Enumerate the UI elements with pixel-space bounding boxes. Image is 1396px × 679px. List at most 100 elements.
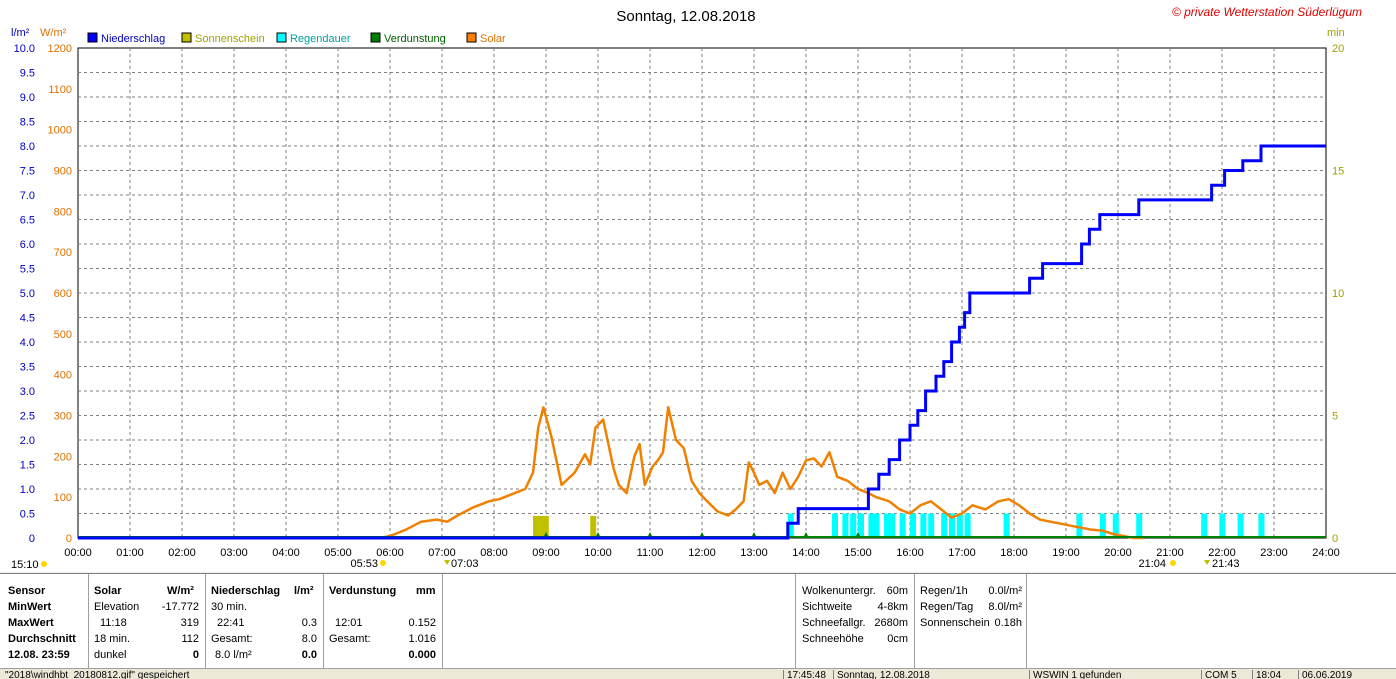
y-left1-tick-label: 1.5 xyxy=(20,460,35,472)
x-tick-label: 15:00 xyxy=(844,547,872,559)
evap-now-value: 0.000 xyxy=(408,649,436,661)
rain-duration-bar xyxy=(1099,513,1106,538)
sunset-label: 21:04 xyxy=(1138,558,1166,570)
y-left2-tick-label: 400 xyxy=(54,370,72,382)
extra2-value-2: 0.18h xyxy=(994,617,1022,629)
y-left2-tick-label: 1200 xyxy=(48,43,72,55)
rain-duration-bar xyxy=(1258,513,1265,538)
rain-duration-bar xyxy=(1112,513,1119,538)
legend-label: Solar xyxy=(480,33,506,45)
extra1-label-2: Schneefallgr. xyxy=(802,617,866,629)
y-left2-tick-label: 800 xyxy=(54,206,72,218)
sensor-row-avg: Durchschnitt xyxy=(8,633,76,645)
sunshine-bar xyxy=(590,515,597,538)
y-right-tick-label: 5 xyxy=(1332,411,1338,423)
evap-column: Verdunstung mm 12:01 0.152 Gesamt: 1.016… xyxy=(324,574,443,668)
y-left1-tick-label: 8.5 xyxy=(20,117,35,129)
solar-column: Solar W/m² Elevation -17.772 11:18 319 1… xyxy=(89,574,206,668)
y-right-tick-label: 10 xyxy=(1332,288,1344,300)
x-tick-label: 17:00 xyxy=(948,547,976,559)
evaporation-marker xyxy=(699,532,705,537)
rain-duration-bar xyxy=(1219,513,1226,538)
y-left2-tick-label: 0 xyxy=(66,533,72,545)
solar-line xyxy=(379,406,1144,540)
sunset-icon xyxy=(1170,560,1176,566)
y-left2-tick-label: 1000 xyxy=(48,125,72,137)
evap-total-label: Gesamt: xyxy=(329,633,371,645)
solar-header: Solar xyxy=(94,585,122,597)
extra2-column: Regen/1h 0.0l/m² Regen/Tag 8.0l/m² Sonne… xyxy=(914,574,1027,668)
precip-min-label: 30 min. xyxy=(211,601,248,613)
solar-unit: W/m² xyxy=(167,585,194,597)
status-date: Sonntag, 12.08.2018 xyxy=(833,670,1027,679)
x-tick-label: 10:00 xyxy=(584,547,612,559)
precip-max-label: 22:41 xyxy=(217,617,245,629)
evap-max-label: 12:01 xyxy=(335,617,363,629)
y-left1-unit: l/m² xyxy=(11,27,30,39)
x-tick-label: 19:00 xyxy=(1052,547,1080,559)
evaporation-marker xyxy=(543,532,549,537)
sunrise-icon xyxy=(380,560,386,566)
evap-header: Verdunstung xyxy=(329,585,397,597)
precip-now-label: 8.0 l/m² xyxy=(215,649,252,661)
rain-duration-bar xyxy=(1201,513,1208,538)
status-bar: "2018\windhbt_20180812.gif" gespeichert … xyxy=(0,668,1396,679)
legend-swatch xyxy=(370,32,381,43)
x-tick-label: 09:00 xyxy=(532,547,560,559)
rain-duration-bar xyxy=(1136,513,1143,538)
y-left1-tick-label: 7.5 xyxy=(20,166,35,178)
rain-duration-bar xyxy=(858,513,864,538)
x-tick-label: 20:00 xyxy=(1104,547,1132,559)
solar-now-value: 0 xyxy=(192,649,199,661)
y-left1-tick-label: 2.0 xyxy=(20,435,35,447)
sensor-row-max: MaxWert xyxy=(8,617,54,629)
chart-area: 00:00 01:00 02:00 03:00 04:00 05:00 06:00 07:00… xyxy=(0,0,1396,572)
y-right-tick-label: 15 xyxy=(1332,166,1344,178)
extra1-label-0: Wolkenuntergr. xyxy=(802,585,876,597)
y-right-tick-label: 0 xyxy=(1332,533,1338,545)
x-tick-label: 00:00 xyxy=(64,547,92,559)
solar-avg-value: 112 xyxy=(181,633,199,645)
legend-swatch xyxy=(181,32,192,43)
rain-duration-bar xyxy=(889,513,896,538)
extra1-value-3: 0cm xyxy=(887,633,908,645)
rain-duration-bar xyxy=(842,513,849,538)
x-tick-label: 13:00 xyxy=(740,547,768,559)
x-tick-label: 01:00 xyxy=(116,547,144,559)
y-left2-tick-label: 600 xyxy=(54,288,72,300)
x-tick-label: 22:00 xyxy=(1208,547,1236,559)
extra2-label-0: Regen/1h xyxy=(920,585,968,597)
status-date2: 06.06.2019 xyxy=(1298,670,1396,679)
extra2-label-2: Sonnenschein xyxy=(920,617,990,629)
extra1-label-3: Schneehöhe xyxy=(802,633,864,645)
sensor-row-now: 12.08. 23:59 xyxy=(8,649,70,661)
x-tick-label: 07:00 xyxy=(428,547,456,559)
extra1-value-2: 2680m xyxy=(874,617,908,629)
extra1-label-1: Sichtweite xyxy=(802,601,853,613)
y-left1-tick-label: 10.0 xyxy=(14,43,35,55)
legend-swatch xyxy=(466,32,477,43)
legend-label: Sonnenschein xyxy=(195,33,265,45)
rain-duration-bar xyxy=(1076,513,1083,538)
y-left1-tick-label: 7.0 xyxy=(20,190,35,202)
x-tick-label: 16:00 xyxy=(896,547,924,559)
y-right-tick-label: 20 xyxy=(1332,43,1344,55)
status-time2: 18:04 xyxy=(1252,670,1296,679)
y-left1-tick-label: 3.5 xyxy=(20,362,35,374)
y-left1-tick-label: 4.0 xyxy=(20,337,35,349)
y-left2-tick-label: 900 xyxy=(54,166,72,178)
sunrise-marker-label: 07:03 xyxy=(451,558,479,570)
x-tick-label: 02:00 xyxy=(168,547,196,559)
y-left2-tick-label: 1100 xyxy=(48,84,72,96)
x-tick-label: 24:00 xyxy=(1312,547,1340,559)
solar-max-label: 11:18 xyxy=(100,617,127,629)
solar-max-value: 319 xyxy=(180,617,199,629)
y-left1-tick-label: 3.0 xyxy=(20,386,35,398)
y-left1-tick-label: 0.5 xyxy=(20,509,35,521)
rain-duration-bar xyxy=(1003,513,1010,538)
precip-column: Niederschlag l/m² 30 min. 22:41 0.3 Gesa… xyxy=(206,574,324,668)
precip-total-value: 8.0 xyxy=(301,633,317,645)
x-tick-label: 11:00 xyxy=(637,547,664,559)
solar-now-label: dunkel xyxy=(94,649,127,661)
sunshine-bar xyxy=(533,515,541,538)
